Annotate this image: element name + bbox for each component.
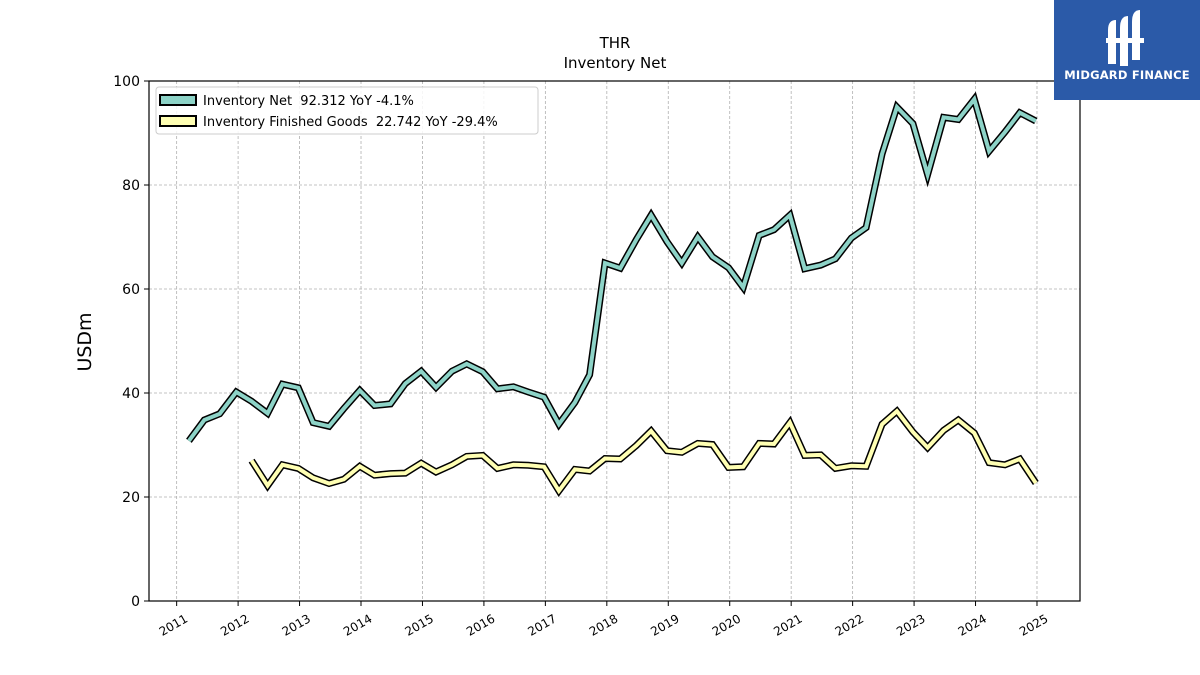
y-tick-label: 0 [131, 594, 140, 610]
y-tick-label: 20 [122, 490, 140, 506]
x-tick-label: 2020 [710, 611, 743, 638]
x-tick-label: 2024 [956, 611, 989, 638]
series-line-2 [249, 408, 1038, 495]
x-tick-label: 2016 [464, 611, 497, 638]
legend-swatch-1 [159, 94, 197, 106]
brand-logo: MIDGARD FINANCE [1054, 0, 1200, 100]
x-tick-label: 2011 [157, 611, 190, 638]
legend-box [155, 86, 539, 135]
series-outline-1 [186, 91, 1038, 443]
legend: Inventory Net 92.312 YoY -4.1% Inventory … [155, 86, 539, 135]
legend-label-1: Inventory Net 92.312 YoY -4.1% [203, 94, 414, 109]
x-tick-label: 2014 [341, 611, 374, 638]
x-tick-label: 2023 [894, 611, 927, 638]
y-tick-label: 60 [122, 282, 140, 298]
logo-mark-icon [1106, 10, 1144, 66]
legend-swatch-2 [159, 115, 197, 127]
x-axis-ticks: 2011 2012 2013 2014 2015 2016 2017 2018 2019 2020… [157, 601, 1050, 639]
series-outline-2 [248, 406, 1039, 498]
y-axis-label: USDm [74, 312, 96, 371]
brand-name: MIDGARD FINANCE [1064, 68, 1190, 82]
x-tick-label: 2022 [833, 611, 866, 638]
x-tick-label: 2013 [280, 611, 313, 638]
series-line-1 [187, 94, 1037, 442]
plot-frame [148, 80, 1081, 602]
chart-subtitle: Inventory Net [564, 54, 667, 72]
legend-label-2: Inventory Finished Goods 22.742 YoY -29.… [203, 115, 498, 130]
x-tick-label: 2021 [771, 611, 804, 638]
chart-title: THR [599, 34, 631, 52]
y-tick-label: 40 [122, 386, 140, 402]
x-tick-label: 2017 [525, 611, 558, 638]
y-axis-ticks: 0 20 40 60 80 100 [113, 74, 149, 610]
grid-lines [149, 80, 1080, 602]
x-tick-label: 2019 [648, 611, 681, 638]
x-tick-label: 2018 [587, 611, 620, 638]
x-tick-label: 2015 [403, 611, 436, 638]
y-tick-label: 80 [122, 178, 140, 194]
series-lines [186, 91, 1039, 498]
x-tick-label: 2012 [218, 611, 251, 638]
y-tick-label: 100 [113, 74, 140, 90]
x-tick-label: 2025 [1017, 611, 1050, 638]
